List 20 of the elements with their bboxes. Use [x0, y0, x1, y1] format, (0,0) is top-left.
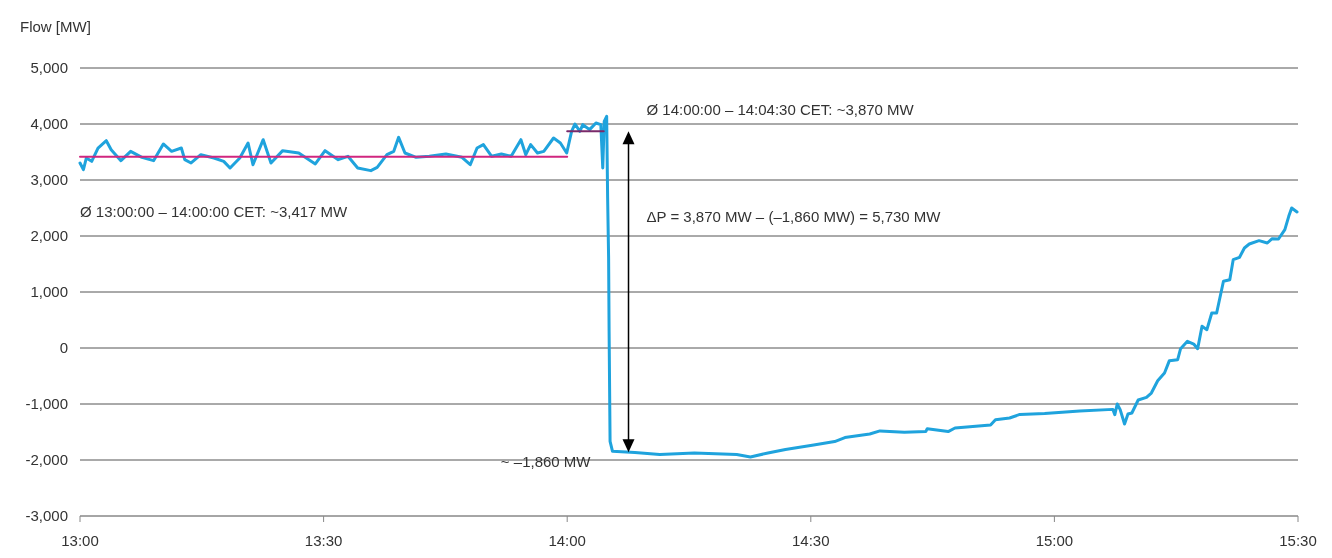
y-tick-label: 0 [59, 339, 68, 356]
y-tick-label: -1,000 [25, 395, 68, 412]
x-tick-label: 14:00 [548, 532, 586, 549]
x-tick-label: 15:30 [1279, 532, 1317, 549]
annotation: Ø 13:00:00 – 14:00:00 CET: ~3,417 MW [80, 202, 349, 220]
y-tick-label: 1,000 [30, 283, 68, 300]
y-axis-title: Flow [MW] [20, 18, 91, 35]
x-tick-label: 13:00 [61, 532, 99, 549]
y-tick-label: 3,000 [30, 171, 68, 188]
y-tick-label: 4,000 [30, 115, 68, 132]
annotation: Ø 14:00:00 – 14:04:30 CET: ~3,870 MW [646, 101, 915, 119]
y-tick-label: 5,000 [30, 59, 68, 76]
annotation: ΔP = 3,870 MW – (–1,860 MW) = 5,730 MW [646, 207, 942, 225]
x-tick-label: 15:00 [1035, 532, 1074, 549]
y-tick-label: -2,000 [25, 451, 68, 468]
y-tick-label: 2,000 [30, 227, 68, 244]
y-tick-label: -3,000 [25, 507, 68, 524]
x-tick-label: 13:30 [304, 532, 343, 549]
annotation: ~ –1,860 MW [500, 453, 592, 471]
x-tick-label: 14:30 [792, 532, 830, 549]
